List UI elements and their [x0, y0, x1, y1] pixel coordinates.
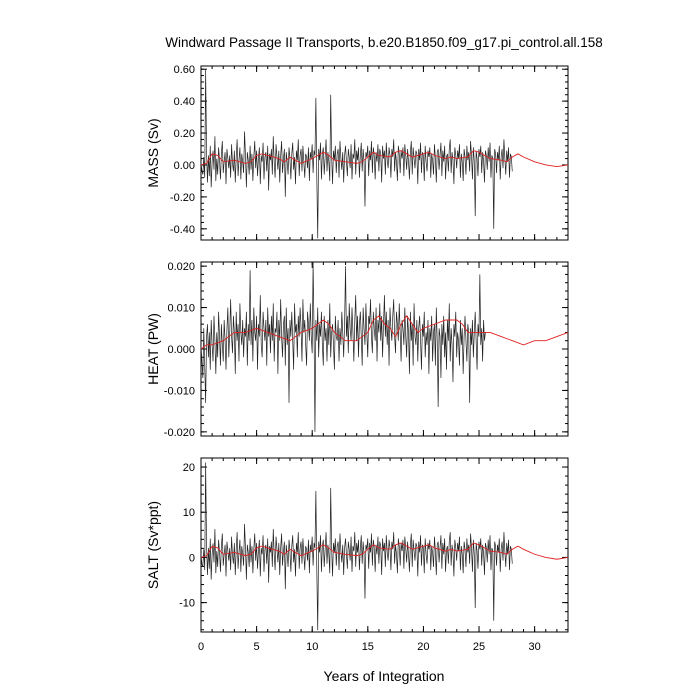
series-smoothed-salt — [201, 542, 568, 560]
x-tick-label: 15 — [362, 641, 374, 653]
y-tick-label: 0.010 — [167, 303, 195, 315]
y-tick-label: 0.20 — [174, 128, 195, 140]
y-tick-label: 20 — [183, 462, 195, 474]
x-tick-label: 5 — [254, 641, 260, 653]
y-tick-label: -0.20 — [170, 192, 195, 204]
panel-mass-frame — [200, 65, 569, 241]
y-tick-label: -0.40 — [170, 224, 195, 236]
y-axis-label-mass: MASS (Sv) — [145, 118, 161, 187]
y-axis-label-salt: SALT (Sv*ppt) — [145, 501, 161, 589]
x-tick-label: 25 — [473, 641, 485, 653]
panels: 0.60 0.40 0.20 0.00 -0.20 -0.40 MASS (Sv) 0.020… — [145, 64, 569, 653]
x-tick-label: 10 — [306, 641, 318, 653]
y-axis-label-heat: HEAT (PW) — [145, 313, 161, 385]
y-tick-label: -0.010 — [164, 385, 195, 397]
y-tick-label: 0.00 — [174, 160, 195, 172]
panel-heat-frame — [200, 261, 569, 437]
series-monthly-salt — [201, 462, 513, 631]
y-tick-label: 0.000 — [167, 344, 195, 356]
series-monthly-heat — [201, 262, 486, 432]
y-tick-label: 10 — [183, 507, 195, 519]
x-tick-label: 0 — [198, 641, 204, 653]
series-monthly-mass — [201, 69, 513, 239]
chart-title: Windward Passage II Transports, b.e20.B1… — [165, 35, 603, 50]
panel-salt-frame — [200, 457, 569, 633]
y-tick-label: -0.020 — [164, 427, 195, 439]
series-smoothed-mass — [201, 150, 568, 168]
panel-mass: 0.60 0.40 0.20 0.00 -0.20 -0.40 MASS (Sv) — [145, 64, 569, 241]
y-tick-label: 0.40 — [174, 96, 195, 108]
y-tick-label: 0.60 — [174, 64, 195, 76]
y-tick-label: 0 — [189, 552, 195, 564]
x-axis-label: Years of Integration — [324, 668, 445, 684]
x-tick-label: 20 — [417, 641, 429, 653]
y-tick-label: -10 — [179, 598, 195, 610]
y-tick-label: 0.020 — [167, 261, 195, 273]
panel-salt: 20 10 0 -10 0 5 10 15 20 25 30 SALT (Sv*ppt) — [145, 457, 569, 653]
x-tick-label: 30 — [529, 641, 541, 653]
panel-heat: 0.020 0.010 0.000 -0.010 -0.020 HEAT (PW) — [145, 261, 569, 439]
series-smoothed-heat — [201, 315, 568, 350]
